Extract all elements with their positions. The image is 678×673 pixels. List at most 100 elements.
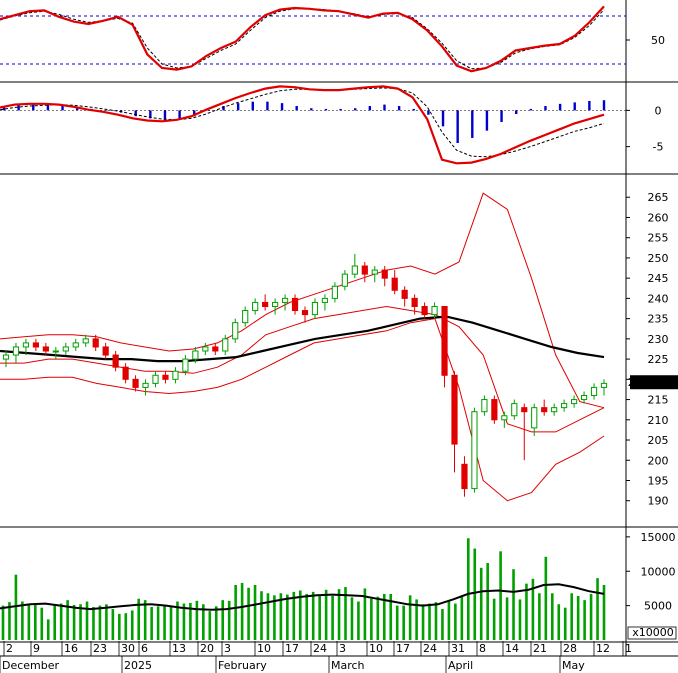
volume-bar: [570, 593, 573, 640]
candle-body: [172, 370, 179, 380]
candle-body: [321, 297, 329, 303]
candle-body: [192, 350, 199, 360]
volume-bar: [402, 605, 405, 640]
volume-bar: [92, 607, 95, 640]
macd-histogram-bar: [193, 110, 196, 117]
x-day-label: 30: [121, 642, 135, 655]
candle-body: [311, 301, 319, 316]
candle-body: [301, 310, 309, 316]
price-y-tick-label: 250: [648, 252, 669, 265]
volume-y-tick-label: 5000: [644, 600, 672, 613]
candle-body: [421, 305, 428, 316]
volume-bar: [1, 605, 5, 640]
candle-body: [52, 350, 59, 353]
volume-bar: [596, 578, 599, 640]
bollinger-band-line-0: [0, 192, 605, 409]
volume-bar: [337, 589, 341, 640]
volume-bar: [143, 600, 147, 640]
candle-body: [471, 411, 478, 490]
macd-histogram-bar: [427, 110, 430, 115]
candle-body: [232, 322, 239, 340]
macd-histogram-bar: [17, 103, 20, 111]
candle-body: [242, 310, 249, 324]
candle-body: [202, 346, 209, 352]
macd-histogram-bar: [222, 106, 225, 111]
volume-bar: [279, 593, 283, 640]
volume-bar: [227, 600, 231, 640]
x-day-label: 17: [396, 642, 410, 655]
volume-bar: [240, 582, 244, 640]
candle-body: [491, 399, 498, 421]
volume-bar: [286, 594, 289, 640]
volume-bar: [221, 600, 225, 640]
price-y-tick-label: 230: [648, 333, 669, 346]
volume-bar: [447, 601, 451, 640]
volume-bar: [357, 601, 360, 640]
x-month-label: February: [218, 659, 267, 672]
volume-bar: [208, 611, 212, 640]
volume-bar: [408, 595, 412, 640]
macd-histogram-bar: [295, 106, 298, 111]
oscillator-main-line: [0, 5, 605, 73]
macd-histogram-bar: [178, 110, 181, 120]
volume-bar: [434, 602, 438, 640]
x-day-label: 21: [533, 642, 547, 655]
macd-histogram-bar: [397, 106, 401, 111]
macd-histogram-bar: [61, 106, 64, 111]
x-day-label: 1: [625, 642, 632, 655]
volume-bar: [492, 598, 496, 640]
oscillator-y-tick-label: 50: [651, 34, 665, 47]
macd-histogram-bar: [544, 106, 547, 111]
macd-histogram-bar: [2, 106, 6, 111]
candle-body: [122, 366, 129, 380]
volume-bar: [260, 591, 263, 640]
candle-body: [22, 342, 30, 348]
macd-histogram-bar: [514, 110, 518, 114]
volume-bar: [305, 593, 309, 640]
price-y-tick-label: 225: [648, 353, 669, 366]
volume-bar: [111, 609, 115, 640]
volume-bar: [27, 604, 31, 640]
candle-body: [32, 342, 39, 348]
x-day-label: 31: [451, 642, 465, 655]
candle-body: [92, 338, 99, 348]
macd-histogram-bar: [602, 100, 606, 111]
macd-histogram-bar: [236, 103, 240, 111]
candle-body: [82, 338, 89, 344]
candle-body: [451, 374, 458, 445]
candle-body: [571, 399, 578, 405]
volume-bar: [518, 599, 522, 640]
macd-histogram-bar: [134, 110, 137, 117]
macd-histogram-bar: [149, 110, 152, 119]
x-day-label: 8: [479, 642, 486, 655]
price-y-tick-label: 255: [648, 232, 669, 245]
candle-body: [381, 269, 388, 279]
macd-histogram-bar: [46, 104, 50, 111]
macd-histogram-bar: [324, 108, 328, 111]
price-y-tick-label: 265: [648, 191, 669, 204]
macd-histogram-bar: [529, 108, 533, 111]
volume-bar: [66, 600, 69, 640]
volume-bar: [415, 599, 418, 640]
x-day-label: 2: [6, 642, 13, 655]
volume-bar: [531, 578, 535, 640]
candle-body: [351, 265, 358, 275]
volume-bar: [466, 538, 470, 640]
volume-bar: [85, 601, 89, 640]
macd-histogram-bar: [368, 106, 372, 111]
volume-y-tick-label: 10000: [641, 565, 676, 578]
bollinger-band-line-2: [0, 318, 605, 502]
volume-bar: [551, 593, 554, 640]
volume-bar: [583, 600, 586, 640]
volume-bar: [602, 585, 606, 640]
volume-bar: [479, 567, 483, 640]
macd-histogram-bar: [471, 110, 474, 138]
macd-line: [0, 85, 605, 165]
macd-histogram-bar: [266, 101, 269, 111]
price-y-tick-label: 235: [648, 313, 669, 326]
x-day-label: 28: [563, 642, 577, 655]
candle-body: [441, 305, 448, 376]
macd-histogram-bar: [456, 110, 459, 143]
candle-body: [42, 346, 49, 352]
